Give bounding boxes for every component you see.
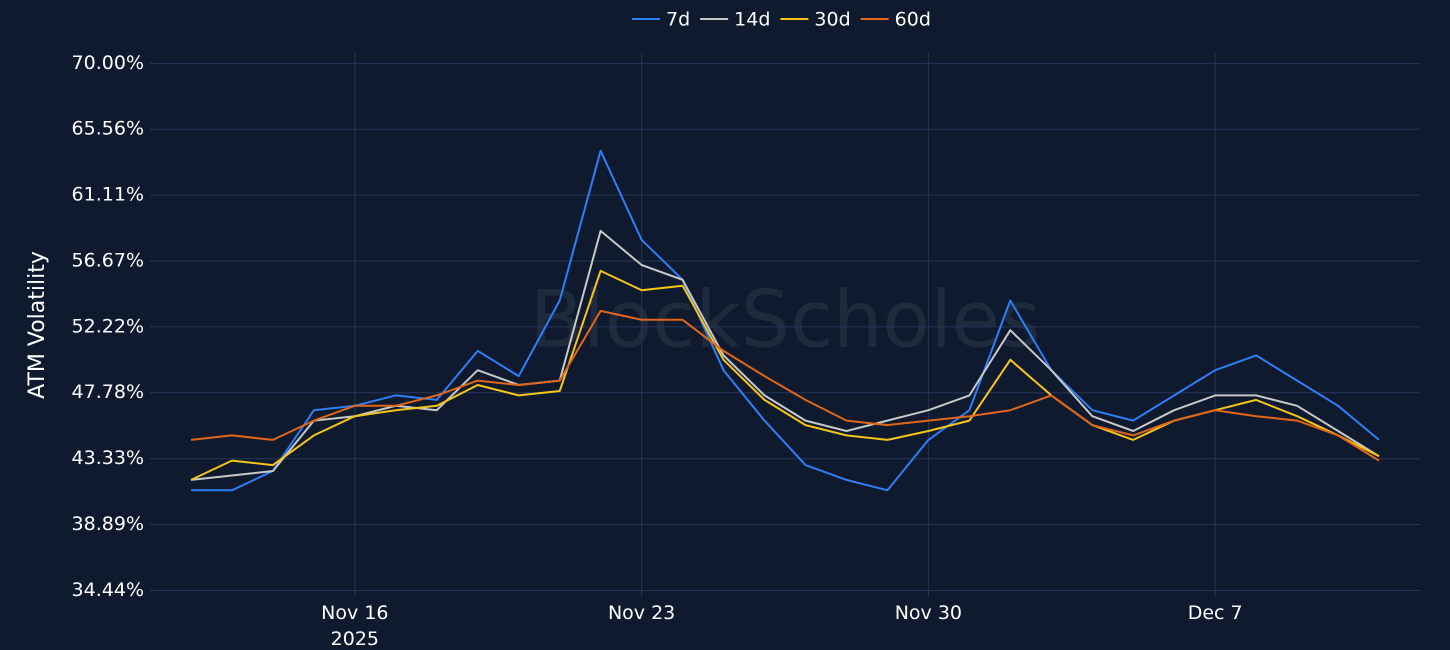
x-tick-label-line: Nov 23 [608,602,675,624]
series-line [190,229,1380,481]
series-line [190,309,1380,462]
y-tick-label: 34.44% [72,579,144,601]
legend-label: 30d [814,9,850,31]
y-tick-label: 56.67% [72,249,144,271]
y-tick-label: 38.89% [72,513,144,535]
x-tick-label-line: Nov 16 [321,602,388,624]
y-tick-label: 70.00% [72,52,144,74]
legend-label: 14d [734,9,770,31]
y-tick-label: 47.78% [72,381,144,403]
y-axis-title: ATM Volatility [25,251,50,399]
x-tick-label: Nov 23 [608,602,675,624]
y-tick-label: 65.56% [72,118,144,140]
x-tick-label-line: Dec 7 [1188,602,1243,624]
x-tick-label: Nov 16 2025 [321,602,388,650]
x-tick-label: Dec 7 [1188,602,1243,624]
series-line [191,149,1380,492]
y-tick-label: 61.11% [72,184,144,206]
legend-label: 60d [895,9,931,31]
x-tick-label-line: Nov 30 [895,602,962,624]
x-tick-label-line: 2025 [331,628,379,650]
x-tick-label: Nov 30 [895,602,962,624]
legend-label: 7d [666,9,690,31]
y-tick-label: 52.22% [72,315,144,337]
y-tick-label: 43.33% [72,447,144,469]
watermark: BlockScholes [530,275,1041,365]
